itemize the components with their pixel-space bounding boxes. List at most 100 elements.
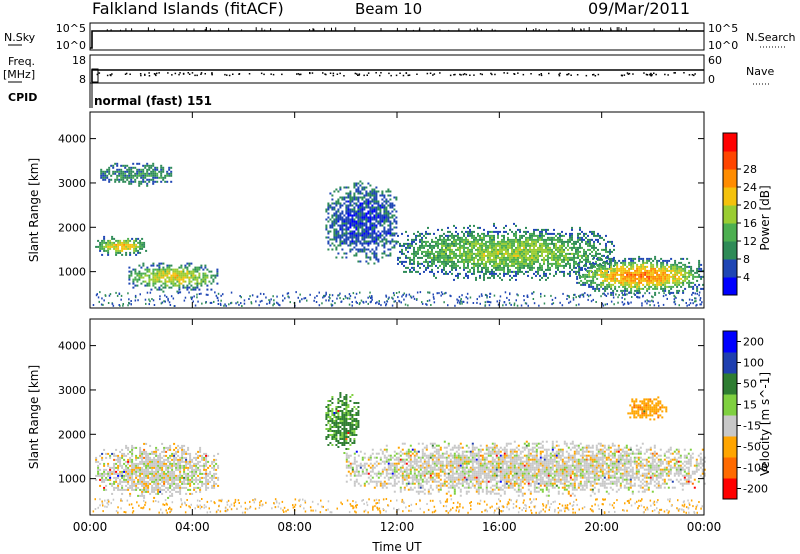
heatmap-cell — [393, 214, 396, 217]
heatmap-cell — [139, 470, 142, 473]
heatmap-cell — [604, 263, 607, 266]
heatmap-cell — [571, 234, 573, 237]
heatmap-cell — [121, 253, 124, 256]
heatmap-cell — [517, 250, 519, 253]
scatter-point — [540, 295, 542, 298]
heatmap-cell — [654, 255, 657, 258]
scatter-point — [686, 304, 688, 307]
heatmap-cell — [609, 264, 611, 267]
heatmap-cell — [590, 275, 593, 278]
scatter-point — [217, 292, 220, 295]
heatmap-cell — [172, 280, 175, 283]
nave-dot — [473, 74, 475, 76]
heatmap-cell — [371, 200, 374, 203]
heatmap-cell — [419, 272, 421, 275]
heatmap-cell — [654, 277, 657, 280]
heatmap-cell — [140, 282, 143, 285]
heatmap-cell — [519, 268, 521, 271]
heatmap-cell — [547, 250, 549, 253]
heatmap-cell — [117, 474, 120, 477]
heatmap-cell — [415, 254, 417, 257]
heatmap-cell — [143, 460, 146, 463]
scatter-point — [304, 297, 307, 300]
scatter-point — [509, 293, 511, 296]
heatmap-cell — [167, 478, 170, 481]
heatmap-cell — [132, 166, 135, 169]
heatmap-cell — [114, 178, 117, 181]
scatter-point — [261, 299, 263, 302]
heatmap-cell — [451, 234, 453, 237]
heatmap-cell — [584, 283, 587, 286]
heatmap-cell — [105, 468, 108, 471]
heatmap-cell — [127, 474, 130, 477]
heatmap-cell — [186, 268, 189, 271]
heatmap-cell — [475, 252, 477, 255]
heatmap-cell — [690, 265, 693, 268]
heatmap-cell — [499, 276, 501, 279]
scatter-point — [604, 293, 606, 296]
heatmap-cell — [477, 232, 479, 235]
heatmap-cell — [329, 224, 332, 227]
heatmap-cell — [441, 244, 443, 247]
heatmap-cell — [395, 222, 398, 225]
heatmap-cell — [652, 287, 655, 290]
scatter-point — [329, 297, 331, 300]
heatmap-cell — [152, 282, 155, 285]
heatmap-cell — [561, 248, 563, 251]
heatmap-cell — [547, 248, 549, 251]
scatter-point — [201, 302, 203, 305]
heatmap-cell — [493, 230, 495, 233]
heatmap-cell — [656, 269, 659, 272]
scatter-point — [622, 303, 625, 306]
heatmap-cell — [126, 178, 129, 181]
heatmap-cell — [624, 271, 627, 274]
heatmap-cell — [381, 202, 384, 205]
heatmap-cell — [130, 274, 133, 277]
heatmap-cell — [443, 264, 445, 267]
heatmap-cell — [541, 228, 543, 231]
heatmap-cell — [630, 261, 633, 264]
heatmap-cell — [648, 283, 651, 286]
heatmap-cell — [539, 234, 541, 237]
heatmap-cell — [569, 234, 571, 237]
scatter-point — [378, 303, 380, 305]
heatmap-cell — [529, 232, 531, 235]
heatmap-cell — [602, 265, 605, 268]
heatmap-cell — [131, 446, 134, 449]
scatter-point — [677, 291, 680, 294]
heatmap-cell — [369, 194, 372, 197]
heatmap-cell — [529, 268, 531, 271]
heatmap-cell — [636, 289, 639, 292]
heatmap-cell — [630, 267, 633, 270]
heatmap-cell — [567, 252, 569, 255]
heatmap-cell — [539, 250, 541, 253]
heatmap-cell — [676, 263, 679, 266]
heatmap-cell — [353, 218, 356, 221]
heatmap-cell — [688, 275, 691, 278]
heatmap-cell — [581, 246, 583, 249]
heatmap-cell — [135, 484, 138, 487]
heatmap-cell — [495, 262, 497, 265]
scatter-point — [574, 293, 576, 296]
scatter-point — [349, 295, 352, 297]
scatter-point — [404, 303, 407, 306]
heatmap-cell — [477, 252, 479, 255]
heatmap-cell — [519, 266, 521, 269]
scatter-point — [523, 295, 525, 297]
heatmap-cell — [676, 265, 679, 268]
heatmap-cell — [153, 466, 156, 469]
heatmap-cell — [188, 272, 191, 275]
heatmap-cell — [365, 256, 368, 259]
heatmap-cell — [139, 472, 142, 475]
heatmap-cell — [113, 462, 116, 465]
heatmap-cell — [143, 245, 146, 248]
heatmap-cell — [385, 240, 388, 243]
heatmap-cell — [333, 230, 336, 233]
heatmap-cell — [375, 240, 378, 243]
heatmap-cell — [467, 226, 469, 229]
heatmap-cell — [457, 258, 459, 261]
heatmap-cell — [140, 272, 143, 275]
heatmap-cell — [531, 236, 533, 239]
heatmap-cell — [387, 200, 390, 203]
